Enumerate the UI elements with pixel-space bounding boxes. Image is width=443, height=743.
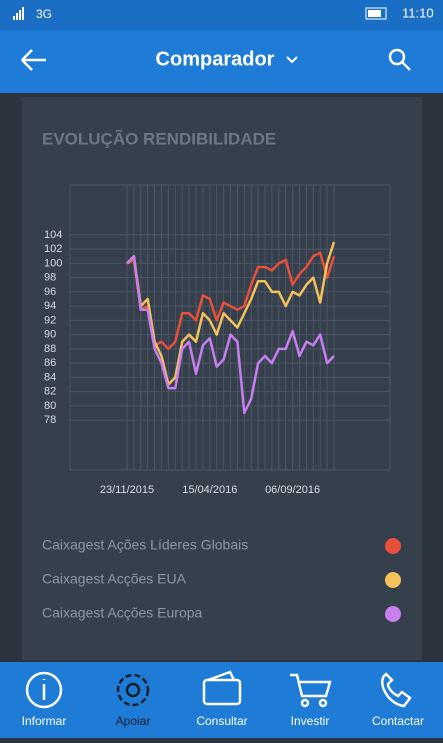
battery-level (368, 10, 381, 17)
nav-label[interactable]: Investir (291, 714, 330, 728)
header-title[interactable]: Comparador (156, 48, 275, 70)
wallet-icon[interactable] (202, 670, 242, 706)
y-tick-label: 100 (44, 257, 62, 269)
chart-title: EVOLUÇÃO RENDIBILIDADE (42, 128, 276, 148)
y-tick-label: 104 (44, 229, 62, 241)
legend-label: Caixagest Ações Líderes Globais (42, 537, 248, 553)
y-tick-label: 90 (44, 329, 56, 341)
nav-label[interactable]: Consultar (196, 714, 247, 728)
clock: 11:10 (402, 5, 434, 20)
info-icon[interactable] (25, 671, 63, 709)
legend-swatch (385, 606, 401, 622)
y-tick-label: 92 (44, 314, 56, 326)
legend-swatch (385, 538, 401, 554)
y-tick-label: 84 (44, 371, 56, 383)
header (0, 30, 443, 93)
phone-icon[interactable] (381, 672, 412, 708)
x-tick-label: 15/04/2016 (182, 484, 237, 496)
legend-swatch (385, 572, 401, 588)
y-tick-label: 102 (44, 243, 62, 255)
signal-icon (13, 7, 24, 20)
legend-label: Caixagest Acções Europa (42, 605, 203, 621)
y-tick-label: 78 (44, 414, 56, 426)
series-line (126, 251, 336, 351)
nav-label[interactable]: Apoiar (116, 714, 151, 728)
back-button[interactable] (21, 49, 46, 71)
y-tick-label: 98 (44, 272, 56, 284)
x-tick-label: 23/11/2015 (100, 484, 154, 496)
nav-label[interactable]: Contactar (372, 714, 424, 728)
battery-icon (365, 7, 387, 20)
nav-label[interactable]: Informar (22, 714, 67, 728)
card (22, 97, 422, 660)
series-line (126, 241, 336, 386)
y-tick-label: 96 (44, 286, 56, 298)
network: 3G (36, 7, 52, 21)
y-tick-label: 82 (44, 386, 56, 398)
series-line (126, 255, 335, 415)
cart-icon[interactable] (290, 673, 332, 708)
settings-icon[interactable] (116, 673, 150, 707)
legend-label: Caixagest Acções EUA (42, 571, 187, 587)
y-tick-label: 86 (44, 357, 56, 369)
y-tick-label: 94 (44, 300, 56, 312)
dropdown-icon[interactable] (286, 56, 298, 64)
y-tick-label: 88 (44, 343, 56, 355)
y-tick-label: 80 (44, 400, 56, 412)
x-tick-label: 06/09/2016 (265, 484, 320, 496)
search-button[interactable] (388, 48, 411, 71)
